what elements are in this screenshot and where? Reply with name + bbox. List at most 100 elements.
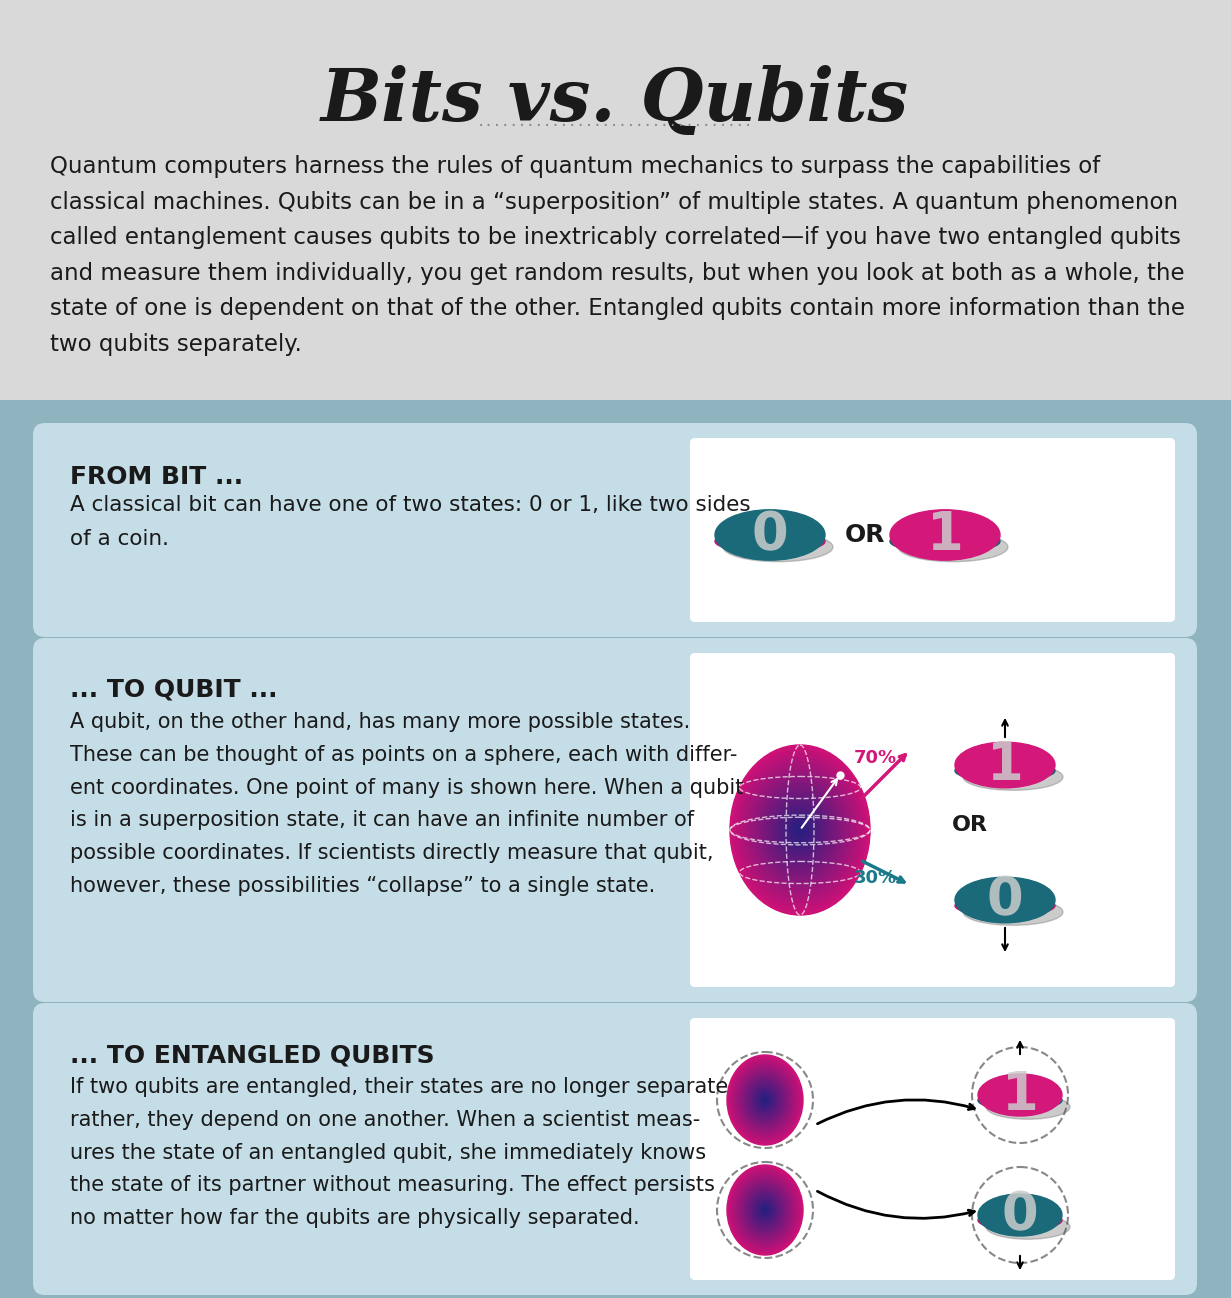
Ellipse shape: [734, 749, 867, 911]
Ellipse shape: [977, 1194, 1062, 1236]
Ellipse shape: [760, 1093, 771, 1107]
Ellipse shape: [758, 779, 842, 881]
Ellipse shape: [789, 818, 810, 842]
Ellipse shape: [955, 761, 1055, 781]
Ellipse shape: [787, 813, 814, 848]
Ellipse shape: [760, 1203, 771, 1216]
Ellipse shape: [732, 1172, 798, 1249]
Ellipse shape: [715, 510, 825, 561]
Ellipse shape: [742, 1182, 788, 1237]
FancyBboxPatch shape: [691, 653, 1176, 986]
Ellipse shape: [742, 1073, 788, 1127]
Ellipse shape: [731, 1169, 799, 1250]
Ellipse shape: [736, 1176, 794, 1243]
Ellipse shape: [977, 1211, 1062, 1231]
Ellipse shape: [741, 758, 859, 902]
Text: Bits vs. Qubits: Bits vs. Qubits: [321, 65, 908, 136]
Ellipse shape: [744, 1075, 785, 1125]
Ellipse shape: [728, 1055, 803, 1145]
Ellipse shape: [963, 763, 1064, 790]
Ellipse shape: [715, 530, 825, 553]
Ellipse shape: [746, 1077, 784, 1123]
Text: 0: 0: [987, 874, 1023, 925]
Ellipse shape: [890, 530, 1000, 553]
Ellipse shape: [761, 1096, 769, 1105]
Ellipse shape: [753, 1197, 777, 1224]
Ellipse shape: [737, 754, 863, 906]
Text: 70%: 70%: [853, 749, 896, 767]
Ellipse shape: [977, 1090, 1062, 1110]
Ellipse shape: [757, 1092, 773, 1108]
Ellipse shape: [728, 1166, 803, 1255]
Ellipse shape: [761, 1206, 769, 1215]
Ellipse shape: [729, 1058, 801, 1142]
Ellipse shape: [793, 822, 808, 839]
Ellipse shape: [756, 1089, 774, 1111]
FancyBboxPatch shape: [0, 0, 1231, 400]
FancyBboxPatch shape: [0, 400, 1231, 1298]
Text: ... TO ENTANGLED QUBITS: ... TO ENTANGLED QUBITS: [70, 1044, 435, 1067]
Ellipse shape: [755, 775, 846, 885]
Text: .................................: .................................: [476, 116, 753, 129]
Ellipse shape: [764, 788, 835, 872]
Ellipse shape: [963, 898, 1064, 925]
Ellipse shape: [986, 1094, 1070, 1119]
Ellipse shape: [768, 792, 831, 868]
Ellipse shape: [744, 1185, 785, 1234]
Ellipse shape: [955, 896, 1055, 916]
Ellipse shape: [752, 1084, 778, 1116]
Ellipse shape: [977, 1073, 1062, 1116]
Ellipse shape: [762, 783, 838, 876]
Ellipse shape: [796, 826, 804, 835]
Text: A classical bit can have one of two states: 0 or 1, like two sides
of a coin.: A classical bit can have one of two stat…: [70, 495, 751, 549]
Text: FROM BIT ...: FROM BIT ...: [70, 465, 244, 489]
Text: 0: 0: [752, 509, 788, 561]
Text: Quantum computers harness the rules of quantum mechanics to surpass the capabili: Quantum computers harness the rules of q…: [50, 154, 1185, 356]
Text: OR: OR: [844, 523, 885, 546]
Ellipse shape: [739, 1068, 792, 1132]
Ellipse shape: [779, 805, 821, 855]
Text: 1: 1: [927, 509, 964, 561]
Ellipse shape: [730, 745, 870, 915]
Ellipse shape: [748, 1190, 782, 1231]
Text: 0: 0: [1002, 1189, 1038, 1241]
Ellipse shape: [776, 801, 825, 859]
Ellipse shape: [955, 877, 1055, 923]
Ellipse shape: [723, 532, 833, 562]
Ellipse shape: [753, 1086, 777, 1114]
Ellipse shape: [729, 1167, 801, 1253]
Ellipse shape: [757, 1201, 773, 1219]
Ellipse shape: [735, 1064, 795, 1136]
FancyBboxPatch shape: [20, 405, 1210, 1285]
Ellipse shape: [955, 742, 1055, 788]
Ellipse shape: [739, 1179, 792, 1241]
Ellipse shape: [746, 1188, 784, 1233]
Ellipse shape: [783, 809, 817, 851]
Ellipse shape: [740, 1181, 790, 1240]
Ellipse shape: [750, 1192, 780, 1228]
Ellipse shape: [744, 762, 856, 898]
Ellipse shape: [732, 1062, 798, 1138]
Ellipse shape: [890, 510, 1000, 561]
Ellipse shape: [756, 1199, 774, 1221]
Text: 30%: 30%: [853, 868, 896, 887]
Text: OR: OR: [952, 815, 988, 835]
Ellipse shape: [763, 1207, 767, 1212]
FancyBboxPatch shape: [33, 423, 1197, 637]
Ellipse shape: [750, 1083, 780, 1118]
FancyBboxPatch shape: [33, 1003, 1197, 1295]
Ellipse shape: [751, 771, 849, 889]
Ellipse shape: [747, 766, 853, 894]
FancyBboxPatch shape: [33, 639, 1197, 1002]
Ellipse shape: [763, 1098, 767, 1102]
Ellipse shape: [748, 1080, 782, 1120]
Ellipse shape: [986, 1215, 1070, 1240]
Ellipse shape: [731, 1059, 799, 1141]
Text: 1: 1: [986, 739, 1023, 790]
Text: 1: 1: [1002, 1070, 1039, 1121]
Ellipse shape: [772, 796, 828, 864]
Text: ... TO QUBIT ...: ... TO QUBIT ...: [70, 678, 277, 702]
Ellipse shape: [740, 1071, 790, 1129]
Ellipse shape: [897, 532, 1008, 562]
FancyBboxPatch shape: [691, 1018, 1176, 1280]
